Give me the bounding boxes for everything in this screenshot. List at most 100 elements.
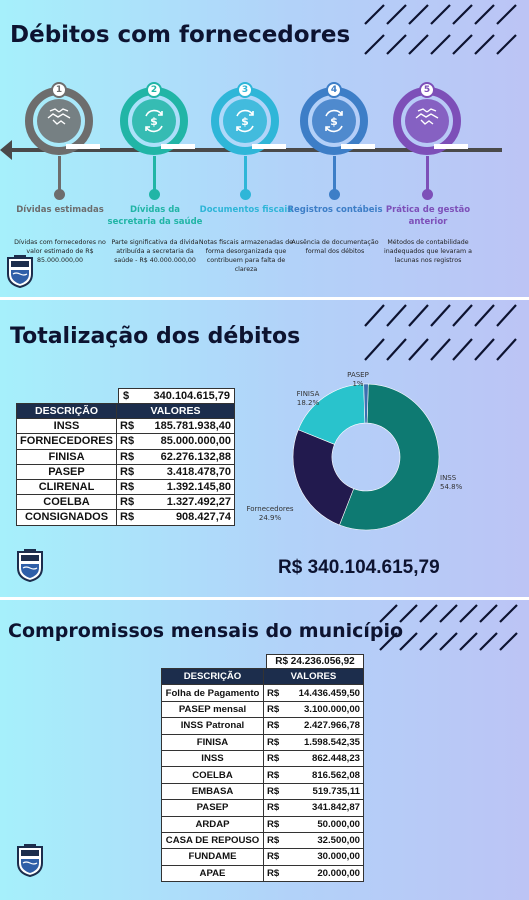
row-currency: R$ [263, 799, 284, 817]
city-crest-icon [17, 549, 43, 582]
row-description: PASEP [161, 799, 264, 817]
row-value: 2.427.966,78 [283, 717, 364, 735]
row-value: 32.500,00 [283, 831, 364, 850]
step-number: 4 [326, 82, 342, 98]
step-tab [341, 144, 375, 149]
step-dot [54, 189, 65, 200]
monthly-table: DESCRIÇÃO VALORES Folha de Pagamento R$ 14… [161, 667, 364, 883]
money-cycle-icon: $ [321, 108, 347, 138]
row-description: INSS [16, 418, 117, 435]
table-header-row: DESCRIÇÃO VALORES [16, 402, 235, 420]
row-currency: R$ [263, 864, 284, 883]
hatch-decoration [364, 304, 517, 361]
slice-label: INSS [440, 474, 457, 482]
step-description: Ausência de documentação formal dos débi… [291, 239, 379, 255]
step-description: Dívidas com fornecedores no valor estima… [14, 239, 106, 264]
row-value: 908.427,74 [138, 509, 235, 526]
table-row: EMBASA R$ 519.735,11 [161, 782, 364, 801]
table-row: ARDAP R$ 50.000,00 [161, 815, 364, 833]
table-row: APAE R$ 20.000,00 [161, 864, 364, 883]
handshake-icon [46, 108, 72, 134]
row-currency: R$ [263, 831, 284, 850]
row-description: PASEP [16, 463, 117, 480]
step-1: 1 Dívidas estimadas Dívidas com fornecedor… [10, 82, 110, 296]
step-2: $2 Dívidas da secretaria da saúde Parte si… [105, 82, 205, 296]
table-row: PASEP R$ 3.418.478,70 [16, 463, 235, 480]
total-currency: $ [123, 390, 130, 402]
row-description: EMBASA [161, 782, 264, 801]
step-stem [333, 156, 336, 192]
step-description: Métodos de contabilidade inadequados que… [384, 239, 472, 264]
table-row: COELBA R$ 1.327.492,27 [16, 494, 235, 511]
row-value: 20.000,00 [283, 864, 364, 883]
monthly-total-box: R$ 24.236.056,92 [266, 654, 364, 669]
slice-percent: 54.8% [440, 483, 463, 491]
hatch-decoration [379, 604, 518, 651]
step-dot [149, 189, 160, 200]
row-value: 3.418.478,70 [138, 463, 235, 480]
donut-slice-fornecedores [292, 429, 355, 526]
svg-text:$: $ [330, 115, 338, 128]
row-currency: R$ [116, 418, 139, 435]
step-title: Dívidas da secretaria da saúde [107, 205, 203, 227]
step-stem [426, 156, 429, 192]
money-cycle-icon: $ [232, 108, 258, 138]
donut-slice-inss [339, 383, 440, 531]
row-currency: R$ [263, 766, 284, 784]
row-description: FORNECEDORES [16, 433, 117, 450]
step-stem [153, 156, 156, 192]
row-currency: R$ [263, 848, 284, 866]
step-title: Documentos fiscais [199, 205, 293, 215]
slice-percent: 18.2% [297, 399, 320, 407]
table-row: CASA DE REPOUSO R$ 32.500,00 [161, 831, 364, 850]
svg-text:$: $ [241, 115, 249, 128]
step-dot [422, 189, 433, 200]
monthly-commitments-panel: Compromissos mensais do município R$ 24.… [0, 600, 529, 900]
svg-text:$: $ [150, 115, 158, 128]
step-4: $4 Registros contábeis Ausência de documen… [285, 82, 385, 296]
step-tab [161, 144, 195, 149]
column-header-values: VALORES [263, 667, 364, 686]
row-value: 3.100.000,00 [283, 700, 364, 719]
panel-title: Compromissos mensais do município [8, 620, 404, 642]
row-description: COELBA [16, 494, 117, 511]
table-header-row: DESCRIÇÃO VALORES [161, 667, 364, 686]
table-row: FINISA R$ 62.276.132,88 [16, 448, 235, 465]
step-5: 5 Prática de gestão anterior Métodos de co… [378, 82, 478, 296]
row-value: 30.000,00 [283, 848, 364, 866]
handshake-icon [414, 108, 440, 134]
table-row: INSS Patronal R$ 2.427.966,78 [161, 717, 364, 735]
row-description: APAE [161, 864, 264, 883]
row-description: PASEP mensal [161, 700, 264, 719]
big-total-value: R$ 340.104.615,79 [278, 557, 440, 578]
row-description: FINISA [16, 448, 117, 465]
panel-title: Débitos com fornecedores [10, 22, 351, 48]
total-value: 340.104.615,79 [153, 390, 230, 402]
step-tab [66, 144, 100, 149]
row-currency: R$ [116, 433, 139, 450]
row-description: FUNDAME [161, 848, 264, 866]
step-title: Prática de gestão anterior [385, 205, 471, 227]
row-description: Folha de Pagamento [161, 684, 264, 702]
step-stem [58, 156, 61, 192]
row-value: 816.562,08 [283, 766, 364, 784]
table-row: CLIRENAL R$ 1.392.145,80 [16, 478, 235, 496]
row-description: INSS Patronal [161, 717, 264, 735]
row-value: 50.000,00 [283, 815, 364, 833]
step-description: Notas fiscais armazenadas de forma desor… [198, 239, 294, 273]
row-value: 862.448,23 [283, 749, 364, 768]
city-crest-icon [7, 255, 33, 288]
row-description: CASA DE REPOUSO [161, 831, 264, 850]
row-currency: R$ [116, 494, 139, 511]
slice-label: Fornecedores [246, 505, 293, 513]
table-row: COELBA R$ 816.562,08 [161, 766, 364, 784]
debts-suppliers-panel: Débitos com fornecedores 1 Dívidas estima… [0, 0, 529, 297]
row-value: 62.276.132,88 [138, 448, 235, 465]
slice-label: FINISA [297, 390, 320, 398]
step-dot [329, 189, 340, 200]
column-header-description: DESCRIÇÃO [16, 402, 117, 420]
row-currency: R$ [263, 700, 284, 719]
step-stem [244, 156, 247, 192]
row-value: 519.735,11 [283, 782, 364, 801]
row-description: CLIRENAL [16, 478, 117, 496]
